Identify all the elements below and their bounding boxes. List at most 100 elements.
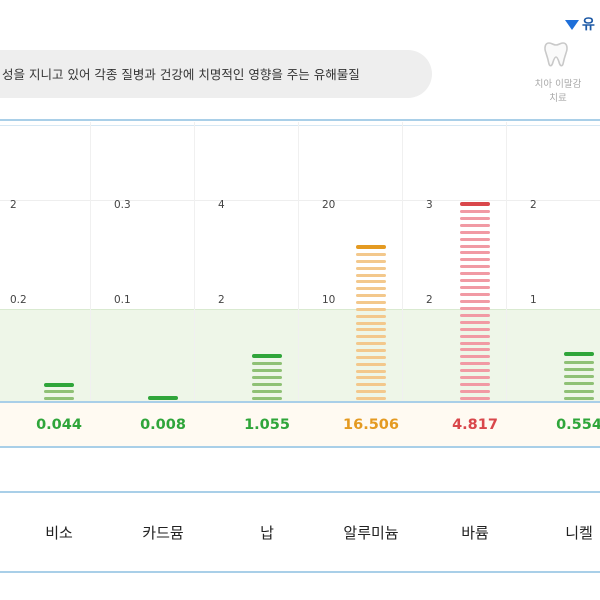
bar-segment [460, 258, 490, 262]
bar-비소 [44, 381, 74, 401]
bar-segment [460, 286, 490, 290]
bar-segment [356, 369, 386, 373]
bar-segment [460, 251, 490, 255]
value-label-알루미늄: 16.506 [343, 417, 399, 433]
names-row-bottom-rule [0, 571, 600, 573]
bar-segment [460, 362, 490, 366]
scale-upper-label: 3 [426, 199, 433, 211]
bar-segment [564, 367, 594, 371]
bar-segment [460, 390, 490, 394]
bar-segment [564, 375, 594, 379]
bar-segment [460, 244, 490, 248]
bar-segment [252, 383, 282, 387]
bar-segment [356, 376, 386, 380]
scale-lower-label: 10 [322, 294, 336, 306]
triangle-down-icon [565, 20, 579, 30]
mineral-name-니켈: 니켈 [565, 524, 593, 542]
harmful-mineral-link-label: 유 [582, 17, 595, 33]
bar-segment [460, 216, 490, 220]
bar-segment [356, 335, 386, 339]
bar-segment [564, 360, 594, 364]
tooth-icon [544, 42, 568, 67]
bar-segment [356, 294, 386, 298]
column-divider [402, 122, 403, 402]
mineral-name-카드뮴: 카드뮴 [142, 524, 184, 542]
bar-segment [460, 293, 490, 297]
scale-lower-label: 2 [426, 294, 433, 306]
bar-segment [252, 390, 282, 394]
bar-segment [564, 396, 594, 400]
scale-lower-label: 1 [530, 294, 537, 306]
bar-segment [44, 390, 74, 394]
bar-바륨 [460, 200, 490, 401]
bar-segment [564, 382, 594, 386]
panel-top-rule-inner [0, 125, 600, 126]
bar-segment [356, 349, 386, 352]
mineral-name-알루미늄: 알루미늄 [343, 524, 399, 542]
side-item-label[interactable]: 치아 이말감 치료 [526, 78, 590, 106]
side-item-label-line1: 치아 이말감 [534, 79, 582, 90]
bar-segment [460, 376, 490, 380]
bar-segment [564, 352, 594, 357]
bar-segment [356, 280, 386, 284]
bar-segment [460, 355, 490, 359]
normal-range-band [0, 309, 600, 403]
bar-segment [148, 395, 178, 400]
mineral-name-납: 납 [260, 524, 274, 542]
value-row-top-rule [0, 401, 600, 403]
bar-segment [356, 342, 386, 346]
bar-segment [356, 307, 386, 311]
scale-lower-label: 0.1 [114, 294, 131, 306]
bar-segment [460, 279, 490, 283]
bar-segment [564, 389, 594, 393]
scale-upper-label: 0.3 [114, 199, 131, 211]
bar-segment [252, 369, 282, 373]
description-text: 성을 지니고 있어 각종 질병과 건강에 치명적인 영향을 주는 유해물질 [2, 67, 360, 82]
bar-납 [252, 352, 282, 401]
bar-segment [460, 209, 490, 213]
bar-segment [252, 376, 282, 380]
value-label-비소: 0.044 [36, 417, 82, 433]
bar-segment [356, 328, 386, 332]
bar-segment [460, 299, 490, 303]
column-divider [194, 122, 195, 402]
bar-segment [252, 396, 282, 400]
bar-segment [460, 201, 490, 206]
bar-니켈 [564, 350, 594, 401]
value-label-납: 1.055 [244, 417, 290, 433]
bar-segment [356, 390, 386, 394]
column-divider [90, 122, 91, 402]
bar-segment [460, 272, 490, 276]
scale-lower-label: 2 [218, 294, 225, 306]
bar-segment [460, 223, 490, 227]
bar-segment [44, 396, 74, 400]
bar-segment [356, 301, 386, 304]
bar-segment [252, 354, 282, 359]
names-row-top-rule [0, 491, 600, 493]
bar-알루미늄 [356, 243, 386, 401]
bar-segment [44, 382, 74, 387]
bar-segment [460, 348, 490, 352]
bar-segment [460, 341, 490, 345]
bar-segment [460, 237, 490, 241]
harmful-mineral-link[interactable]: 유 [565, 14, 595, 34]
bar-segment [356, 273, 386, 277]
bar-segment [356, 266, 386, 270]
bar-segment [460, 397, 490, 400]
bar-segment [460, 334, 490, 338]
bar-segment [460, 383, 490, 387]
bar-segment [460, 265, 490, 269]
scale-upper-label: 2 [530, 199, 537, 211]
value-row-bottom-rule [0, 446, 600, 448]
value-label-카드뮴: 0.008 [140, 417, 186, 433]
bar-카드뮴 [148, 394, 178, 401]
bar-segment [460, 320, 490, 324]
scale-upper-label: 4 [218, 199, 225, 211]
bar-segment [460, 369, 490, 373]
bar-segment [356, 362, 386, 366]
column-divider [298, 122, 299, 402]
bar-segment [460, 306, 490, 310]
scale-upper-label: 20 [322, 199, 336, 211]
bar-segment [356, 259, 386, 263]
value-row [0, 403, 600, 447]
